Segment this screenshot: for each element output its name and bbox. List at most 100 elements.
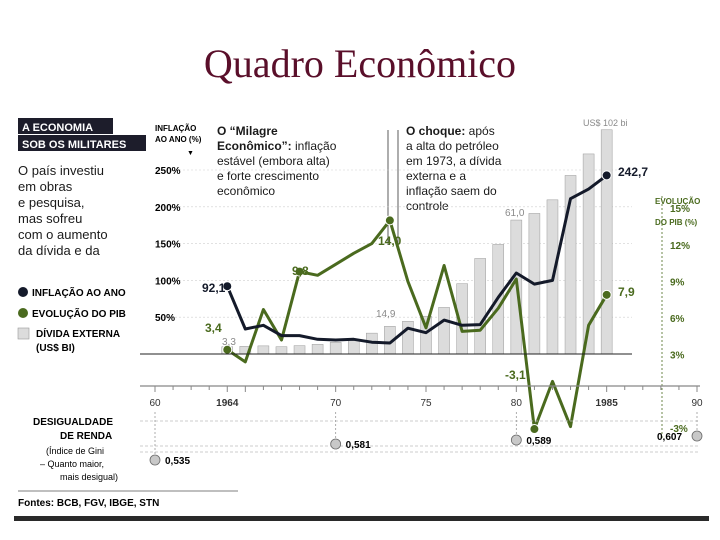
intro-line: da dívida e da	[18, 243, 100, 258]
year-tick-label: 75	[420, 398, 432, 409]
debt-bar	[600, 129, 613, 355]
inequality-marker	[149, 454, 161, 466]
inequality-marker	[330, 438, 342, 450]
header-box-1	[18, 118, 113, 134]
intro-line: em obras	[18, 179, 73, 194]
legend-debt-unit: (US$ BI)	[36, 343, 75, 354]
legend-inflation-dot	[18, 287, 28, 297]
right-tick-label: 3%	[670, 351, 685, 362]
year-tick-label: 80	[511, 398, 523, 409]
header-box-2	[18, 135, 146, 151]
intro-line: com o aumento	[18, 227, 108, 242]
label-debt-1973: 14,9	[376, 309, 396, 320]
debt-bar	[438, 307, 450, 355]
header-line-1: A ECONOMIA	[22, 122, 93, 134]
inequality-value-label: 0,535	[165, 456, 190, 467]
series-markers	[222, 170, 612, 435]
annotation-text: controle	[406, 199, 449, 213]
debt-bar	[311, 344, 324, 355]
inequality-subtitle-line: (Índice de Gini	[46, 446, 104, 456]
inequality-title: DESIGUALDADE DE RENDA	[33, 417, 113, 442]
inequality-subtitle-line: mais desigual)	[60, 472, 118, 482]
intro-text: O país investiu em obras e pesquisa, mas…	[18, 163, 108, 258]
inequality-subtitle-line: – Quanto maior,	[40, 459, 104, 469]
debt-bar	[402, 321, 414, 355]
axes: 250% 200% 150% 100% 50% 15% 12% 9% 6% 3% -3% 60 1964…	[140, 166, 703, 440]
sources-text: Fontes: BCB, FGV, IBGE, STN	[18, 498, 159, 509]
gdp-marker	[384, 215, 395, 226]
annotation-text: e forte crescimento	[217, 169, 319, 183]
debt-bar	[257, 345, 270, 355]
gdp-marker	[294, 266, 305, 277]
debt-bar	[275, 346, 288, 355]
annotation-text: inflação saem do	[406, 184, 497, 198]
left-axis-title: AO ANO (%)	[155, 135, 202, 144]
label-gdp-1973: 14,0	[378, 234, 402, 248]
inequality-marker	[510, 434, 522, 446]
bottom-rule	[14, 516, 709, 521]
gdp-marker	[601, 289, 612, 300]
debt-bar	[293, 345, 306, 355]
year-tick-label: 1985	[596, 398, 619, 409]
annotation-milagre: O “Milagre Econômico”: inflação estável …	[217, 124, 337, 198]
inequality-value-label: 0,607	[657, 432, 682, 443]
debt-bar	[474, 258, 486, 355]
left-tick-label: 150%	[155, 240, 181, 251]
right-tick-label: -3%	[670, 424, 688, 435]
slide-title: Quadro Econômico	[203, 41, 517, 86]
left-axis-title: INFLAÇÃO	[155, 124, 196, 133]
right-tick-label: 15%	[670, 204, 690, 215]
inflation-line	[225, 174, 608, 345]
left-tick-label: 200%	[155, 203, 181, 214]
inequality-marker	[691, 430, 703, 442]
annotation-text: em 1973, a dívida	[406, 154, 502, 168]
data-labels: 92,1 242,7 3,4 9,8 14,0 -3,1 7,9	[202, 165, 648, 382]
series-lines	[225, 174, 608, 431]
left-tick-label: 100%	[155, 276, 181, 287]
label-gdp-1981: -3,1	[505, 368, 526, 382]
gdp-marker	[529, 424, 540, 435]
label-gdp-1985: 7,9	[618, 285, 635, 299]
year-tick-label: 90	[691, 398, 703, 409]
year-tick-label: 70	[330, 398, 342, 409]
right-tick-label: 9%	[670, 277, 685, 288]
annotation-text: Econômico”: inflação	[217, 139, 337, 153]
annotation-rest: após	[465, 124, 494, 138]
year-tick-label: 60	[149, 398, 161, 409]
annotation-text: O “Milagre	[217, 124, 278, 138]
debt-axis-label: US$ 102 bi	[583, 118, 628, 128]
header-line-2: SOB OS MILITARES	[22, 139, 126, 151]
legend-debt-label: DÍVIDA EXTERNA	[36, 327, 120, 340]
intro-line: mas sofreu	[18, 211, 82, 226]
right-tick-label: 6%	[670, 314, 685, 325]
year-tick-label: 1964	[216, 398, 239, 409]
label-debt-1964: 3,3	[222, 337, 236, 348]
annotation-text: econômico	[217, 184, 275, 198]
annotation-text: externa e a	[406, 169, 466, 183]
label-inflation-1985: 242,7	[618, 165, 648, 179]
annotation-text: estável (embora alta)	[217, 154, 330, 168]
inflation-marker	[601, 170, 612, 181]
inequality-title-line: DESIGUALDADE	[33, 417, 113, 428]
right-axis-title: DO PIB (%)	[655, 218, 698, 227]
intro-line: O país investiu	[18, 163, 104, 178]
label-debt-1980: 61,0	[505, 208, 525, 219]
annotation-rest: inflação	[292, 139, 337, 153]
label-gdp-1964: 3,4	[205, 321, 222, 335]
gdp-line	[226, 218, 608, 431]
annotation-bold: O choque:	[406, 124, 465, 138]
inequality-subtitle: (Índice de Gini – Quanto maior, mais des…	[40, 446, 118, 482]
left-axis-arrow: ▼	[187, 150, 194, 157]
annotation-choque: O choque: após a alta do petróleo em 197…	[406, 124, 502, 213]
inequality-section: 0,535 0,581 0,589 0,607	[140, 412, 703, 467]
debt-labels: 3,3 14,9 61,0	[222, 208, 525, 348]
left-tick-label: 250%	[155, 166, 181, 177]
legend-gdp-dot	[18, 308, 28, 318]
right-tick-label: 12%	[670, 241, 690, 252]
right-axis-title: EVOLUÇÃO	[655, 197, 700, 206]
legend-debt-swatch	[17, 327, 30, 340]
intro-line: e pesquisa,	[18, 195, 85, 210]
debt-bar	[347, 339, 360, 355]
annotation-text: a alta do petróleo	[406, 139, 499, 153]
